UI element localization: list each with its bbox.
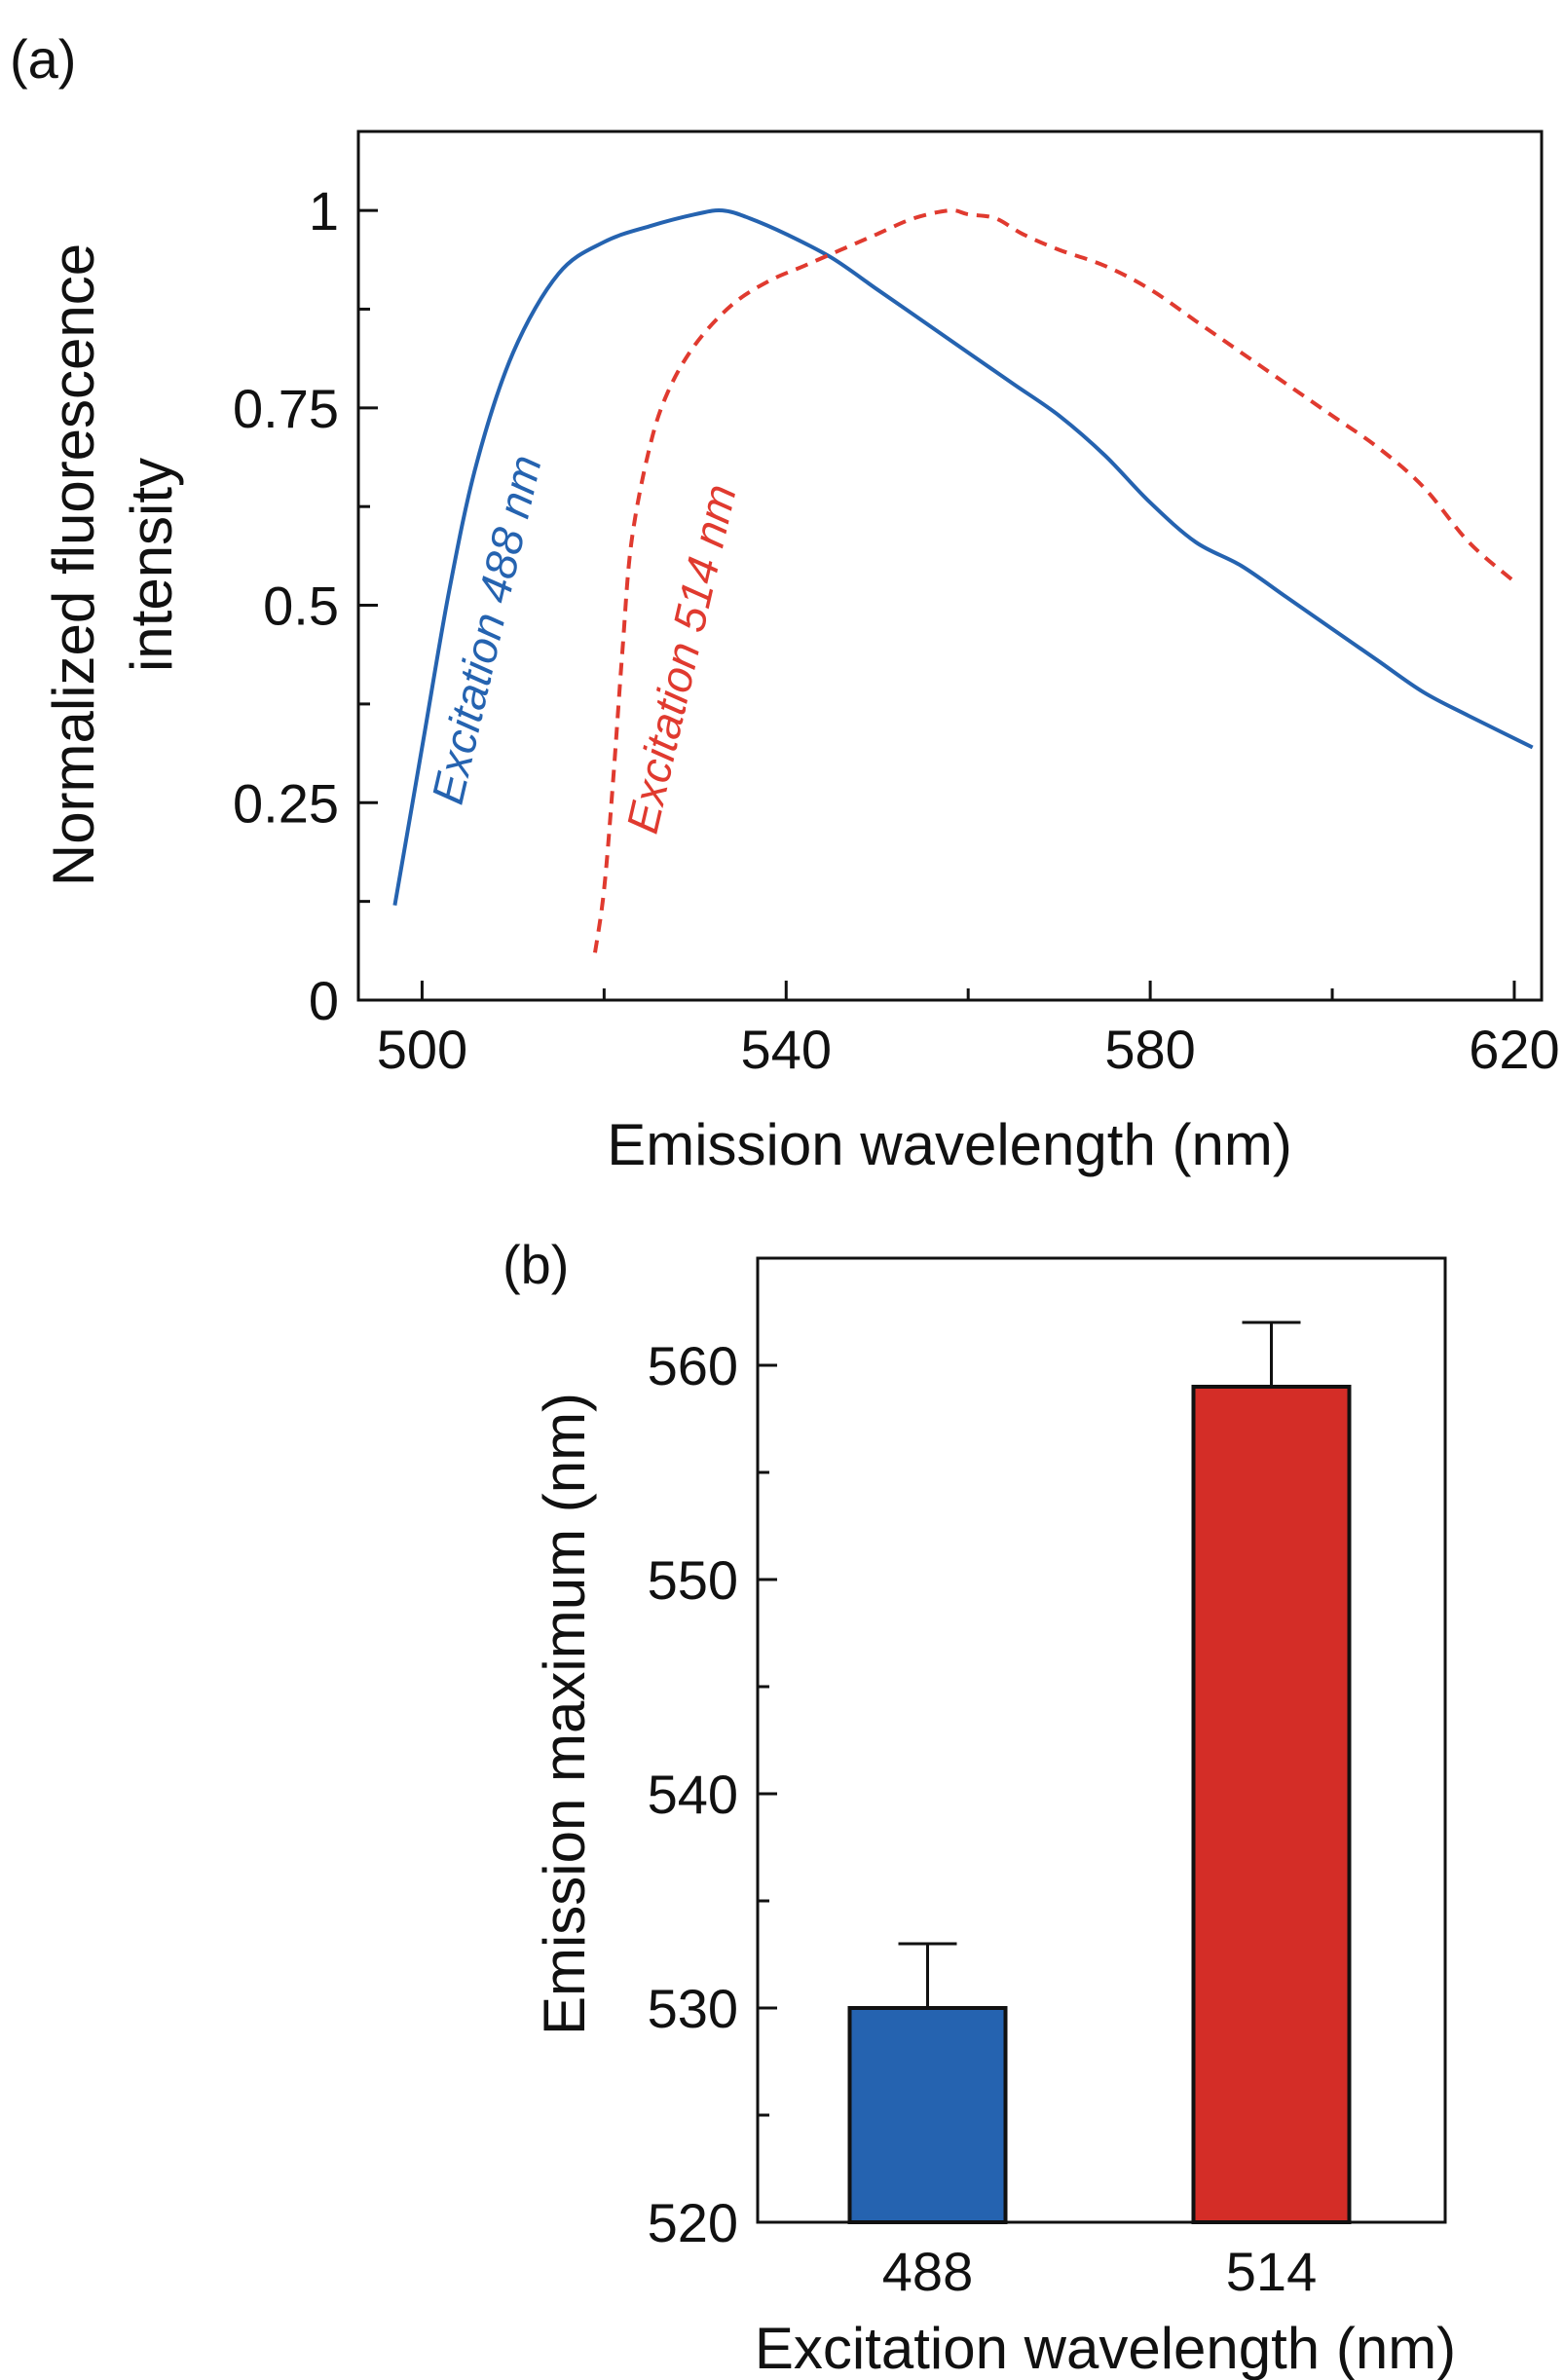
series-line-1 [593,208,1516,953]
bar-514 [1191,1385,1352,2224]
x-tick-label-500: 500 [377,1019,467,1080]
panel-b-label: (b) [503,1234,569,1295]
y-tick-label-0.25: 0.25 [233,772,339,834]
b-y-tick-label-560: 560 [648,1335,738,1396]
panel-a-x-axis-title: Emission wavelength (nm) [607,1112,1292,1177]
x-tick-label-540: 540 [741,1019,832,1080]
panel-a-ticks [358,208,1516,1002]
y-tick-label-0.5: 0.5 [263,576,339,637]
annotation-excitation-514: Excitation 514 nm [616,479,746,837]
x-category-label-488: 488 [882,2241,973,2302]
panel-a-plot-frame [356,130,1544,1002]
panel-a-series [392,207,1534,953]
panel-b-tick-labels: 520 530 540 550 560 488 514 [648,1335,1318,2302]
y-tick-label-0.75: 0.75 [233,378,339,439]
y-tick-label-0: 0 [309,970,339,1031]
panel-b-bar-chart: (b) 520 530 540 550 560 488 514 Excitation wav… [503,1234,1456,2380]
b-y-tick-label-530: 530 [648,1978,738,2039]
x-category-label-514: 514 [1226,2241,1317,2302]
panel-a-y-axis-title-line-1: Normalized fluorescence [41,243,106,886]
x-tick-label-580: 580 [1104,1019,1195,1080]
b-y-tick-label-550: 550 [648,1549,738,1611]
panel-b-bars [847,1320,1352,2224]
panel-b-plot-frame [756,1256,1447,2224]
bar-488 [847,2006,1008,2224]
b-y-tick-label-540: 540 [648,1764,738,1825]
series-line-0 [392,207,1534,907]
x-tick-label-620: 620 [1469,1019,1559,1080]
panel-a-y-axis-title-line-2: intensity [119,458,184,672]
panel-b-y-axis-title: Emission maximum (nm) [532,1393,597,2035]
panel-a-label: (a) [10,28,76,90]
panel-a-tick-labels: 500 540 580 620 0 0.25 0.5 0.75 1 [233,180,1560,1080]
panel-a-line-chart: (a) 500 540 580 620 0 0.25 0.5 0.75 1 Excitation… [10,28,1560,1177]
b-y-tick-label-520: 520 [648,2192,738,2253]
y-tick-label-1: 1 [309,180,339,242]
panel-b-ticks [758,1363,777,2224]
panel-b-x-axis-title: Excitation wavelength (nm) [755,2316,1456,2380]
